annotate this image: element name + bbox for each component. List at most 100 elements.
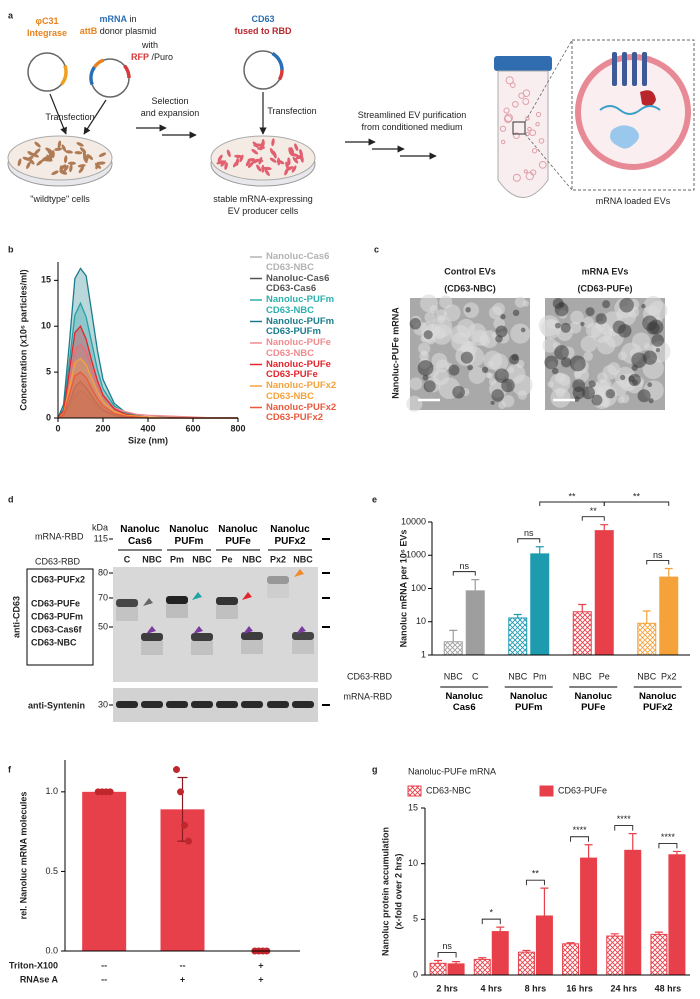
cell (271, 138, 275, 147)
blot-smear (292, 640, 314, 654)
y-axis-label: Concentration (x10⁶ particles/ml) (18, 269, 28, 410)
em-texture (541, 319, 561, 339)
lane-label: NBC (192, 554, 212, 564)
data-point (181, 821, 188, 829)
blot-band (216, 597, 238, 605)
blot-smear (216, 605, 238, 619)
vesicle (527, 126, 532, 132)
vesicle (500, 139, 506, 145)
row-value: -- (101, 974, 107, 984)
band-arrow (143, 598, 153, 606)
error-bar (566, 942, 575, 944)
group-label: Nanoluc PUFm (169, 524, 209, 547)
x-axis-label: Size (nm) (128, 435, 168, 445)
legend-label: CD63-NBC (31, 637, 77, 647)
x-tick-label: 2 hrs (436, 983, 458, 993)
em-texture (620, 374, 626, 381)
em-texture (569, 355, 586, 372)
significance-bracket (452, 571, 476, 576)
zoom-box (512, 121, 526, 135)
lane-label: NBC (142, 554, 162, 564)
panel-letter: g (372, 764, 378, 774)
em-texture (520, 327, 526, 333)
bar (650, 933, 668, 976)
annotation-part: Transfection (267, 106, 316, 116)
annotation: Integrase (27, 28, 67, 38)
cell (76, 142, 84, 147)
error-bar (610, 933, 619, 937)
y-axis-label: Nanoluc mRNA per 10⁶ EVs (398, 530, 408, 648)
em-texture (632, 379, 638, 386)
annotation-part: donor plasmid (100, 26, 157, 36)
annotation: stable mRNA-expressing (213, 194, 313, 204)
y-tick-label: 0 (46, 412, 51, 422)
x-tick-label: 200 (95, 423, 110, 433)
significance-label: **** (617, 814, 632, 824)
em-texture (448, 364, 460, 376)
em-texture (483, 350, 503, 370)
y-tick-label: 100 (411, 583, 426, 593)
group-label: Nanoluc PUFe (574, 691, 612, 713)
em-texture (551, 367, 559, 375)
blot-band (191, 633, 213, 641)
y-tick-label: 1 (421, 649, 426, 659)
vesicle (525, 131, 530, 137)
cell (98, 152, 107, 158)
vesicle (504, 113, 513, 123)
significance-label: ns (459, 561, 469, 571)
row-value: + (258, 960, 263, 970)
band-arrow (146, 626, 156, 634)
band-arrow (296, 626, 306, 634)
bar (659, 576, 679, 656)
vesicle (523, 169, 528, 174)
row-label: mRNA-RBD (344, 691, 393, 701)
annotation: EV producer cells (228, 206, 299, 216)
annotation: mRNA in (99, 14, 136, 24)
significance-bracket (581, 516, 605, 521)
plasmid-element (277, 69, 284, 81)
kda-marker: 80 (98, 567, 108, 577)
annotation-part: /Puro (151, 52, 173, 62)
row-value: + (258, 974, 263, 984)
data-point (106, 788, 114, 796)
error-bar (535, 546, 544, 554)
category-label: NBC (573, 671, 593, 681)
annotation: Selection (151, 96, 188, 106)
annotation: RFP/Puro (131, 52, 173, 62)
em-texture (597, 372, 608, 383)
band-arrow (294, 569, 304, 577)
bar (465, 590, 485, 656)
y-tick-label: 10 (416, 616, 426, 626)
vesicle (525, 116, 530, 121)
annotation-part: CD63 (251, 14, 274, 24)
em-texture (508, 366, 515, 374)
vesicle (529, 129, 537, 137)
em-texture (547, 381, 554, 388)
row-value: -- (101, 960, 107, 970)
vesicle (512, 100, 519, 108)
x-tick-label: 600 (185, 423, 200, 433)
cell (247, 161, 254, 168)
legend-label: CD63-PUFx2 (31, 574, 85, 584)
em-texture (637, 389, 651, 403)
vesicle (518, 92, 525, 99)
cell (69, 164, 73, 173)
cell (97, 161, 106, 165)
em-texture (423, 380, 436, 393)
em-texture (617, 395, 625, 404)
annotation: fused to RBD (235, 26, 292, 36)
em-texture (558, 374, 571, 386)
em-texture (491, 389, 505, 402)
cd63 (642, 52, 647, 86)
blot-label: anti-Syntenin (28, 700, 85, 710)
annotation-part: mRNA (99, 14, 127, 24)
significance-bracket (517, 538, 541, 543)
em-texture (631, 352, 647, 368)
em-texture (490, 400, 495, 405)
lane-label: NBC (293, 554, 313, 564)
significance-label: ns (653, 550, 663, 560)
error-bar (672, 850, 681, 855)
image-title: Control EVs (444, 266, 496, 276)
mrna (599, 105, 661, 115)
bar (473, 958, 491, 976)
